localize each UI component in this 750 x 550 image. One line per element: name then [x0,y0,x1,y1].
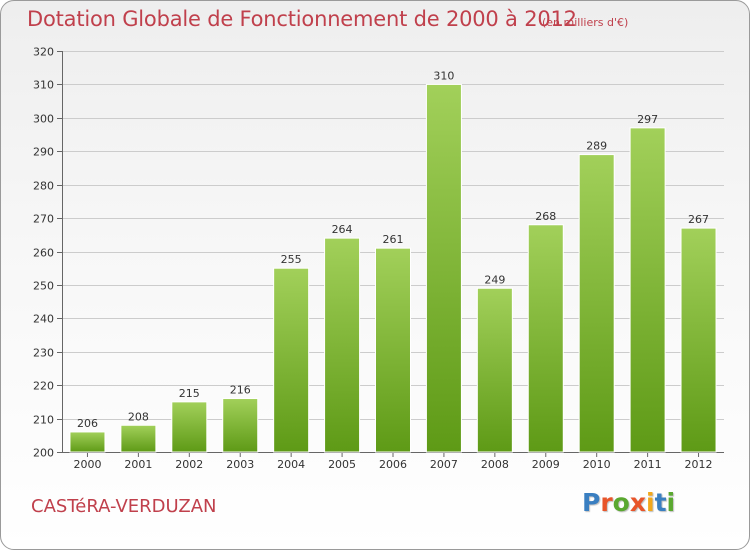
bar [629,127,666,453]
data-label: 264 [332,223,353,236]
data-label: 215 [179,387,200,400]
x-tick-label: 2012 [685,458,713,471]
logo-letter: P [582,488,601,517]
data-label: 289 [586,140,607,153]
chart-subtitle: (en milliers d'€) [542,16,629,29]
x-tick-label: 2003 [226,458,254,471]
y-tick-label: 210 [33,414,54,427]
y-tick-label: 320 [33,46,54,59]
data-label: 268 [535,210,556,223]
proxiti-logo[interactable]: Proxiti [582,488,675,517]
y-tick-label: 280 [33,180,54,193]
data-label: 206 [77,417,98,430]
bar [69,431,106,453]
bar [680,227,717,453]
x-tick-label: 2005 [328,458,356,471]
y-tick-label: 220 [33,380,54,393]
y-tick-label: 230 [33,347,54,360]
logo-letter: x [629,488,646,517]
x-tick-label: 2011 [634,458,662,471]
x-tick-label: 2007 [430,458,458,471]
commune-name: CASTéRA-VERDUZAN [31,496,217,517]
data-label: 208 [128,410,149,423]
x-tick-label: 2000 [73,458,101,471]
logo-letter: r [600,488,613,517]
x-tick-label: 2004 [277,458,305,471]
y-tick-label: 290 [33,146,54,159]
y-tick-label: 300 [33,113,54,126]
bar [527,224,564,453]
bar [375,247,411,453]
data-label: 310 [433,69,454,82]
y-tick-label: 260 [33,247,54,260]
data-label: 261 [383,233,404,246]
chart-title: Dotation Globale de Fonctionnement de 20… [27,7,577,31]
x-tick-label: 2001 [124,458,152,471]
y-tick-label: 200 [33,447,54,460]
x-tick-label: 2008 [481,458,509,471]
bar [120,424,157,453]
bar [578,154,615,453]
x-tick-label: 2002 [175,458,203,471]
y-tick-label: 270 [33,213,54,226]
y-tick-label: 310 [33,79,54,92]
labels: 200 210 220 230 240 250 260 270 280 290 300 310 320 2… [33,46,713,472]
bar [324,237,361,453]
bar [222,398,259,453]
logo-letter: i [666,488,676,517]
bar [425,83,462,453]
bar [476,287,513,453]
data-label: 255 [281,253,302,266]
y-tick-label: 250 [33,280,54,293]
data-label: 216 [230,384,251,397]
x-tick-label: 2006 [379,458,407,471]
data-label: 297 [637,113,658,126]
logo-letter: t [654,488,667,517]
x-tick-label: 2009 [532,458,560,471]
data-label: 267 [688,213,709,226]
bar [273,267,310,453]
x-tick-label: 2010 [583,458,611,471]
logo-letter: o [612,488,630,517]
data-label: 249 [484,273,505,286]
logo-letter: i [646,488,655,517]
bar [171,401,208,453]
y-tick-label: 240 [33,313,54,326]
bars [69,83,717,453]
